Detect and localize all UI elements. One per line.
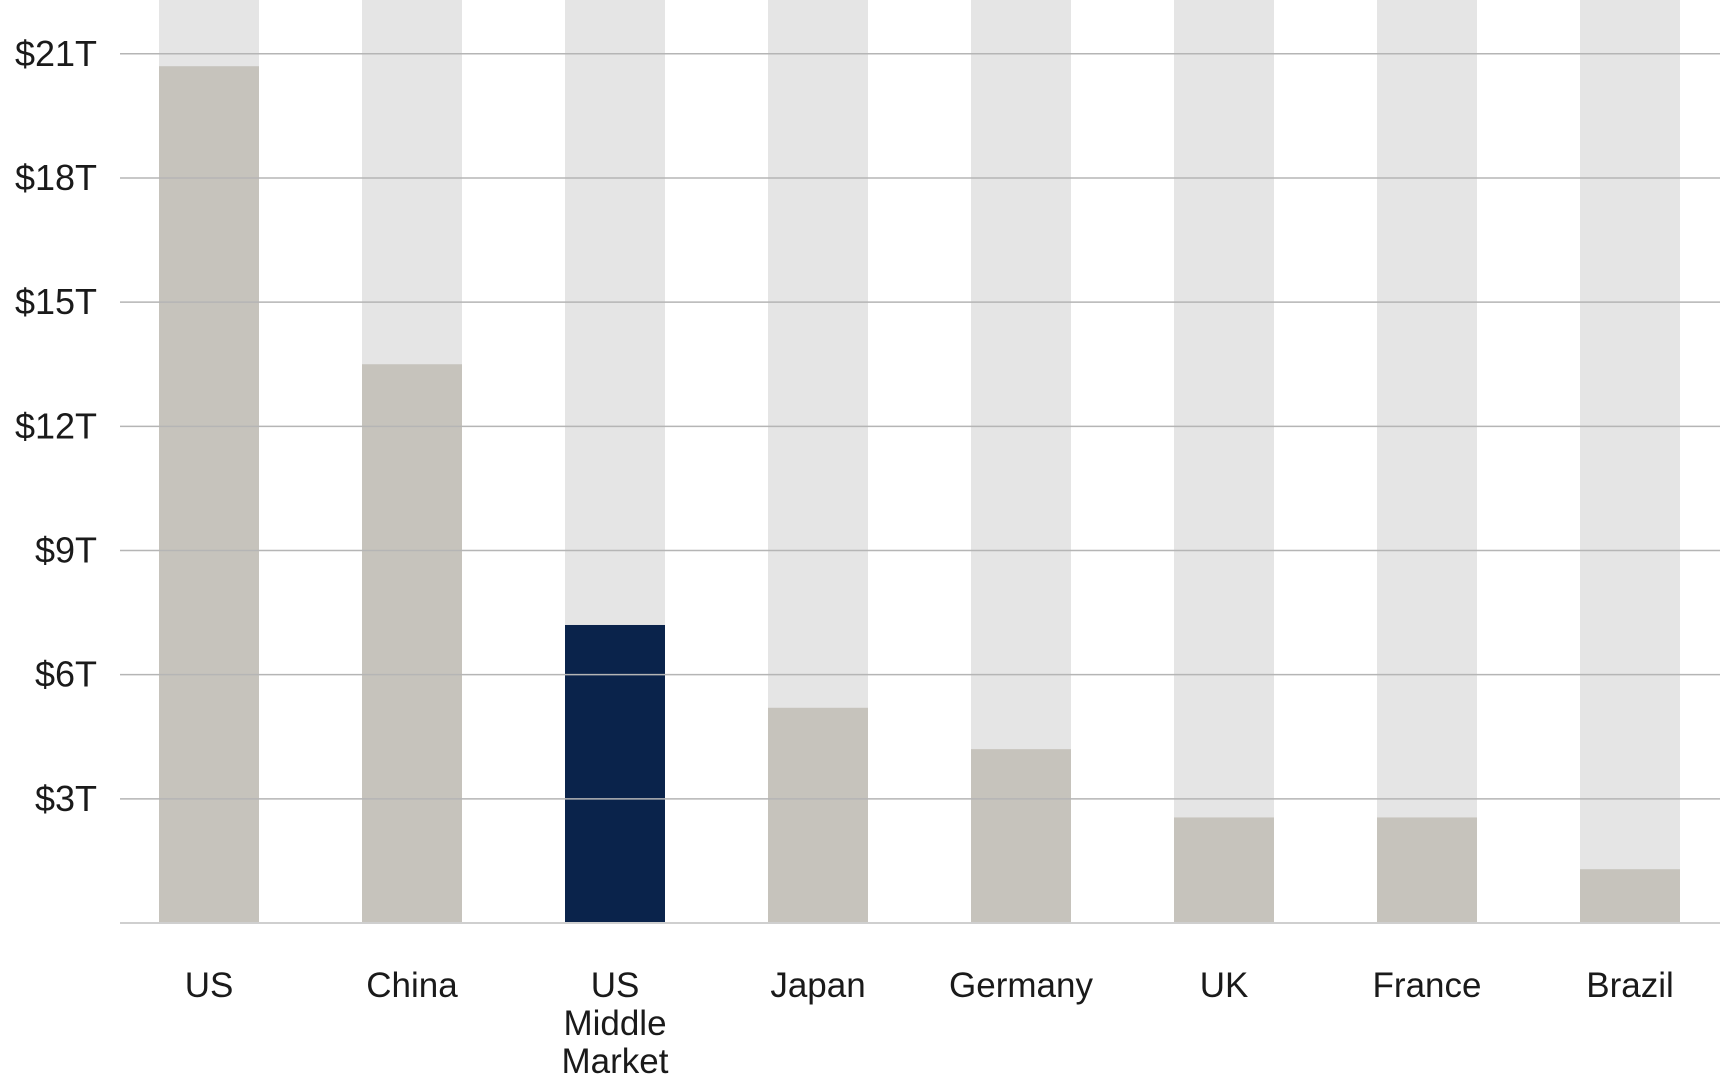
x-tick-label: Germany bbox=[949, 966, 1093, 1005]
y-tick-label: $6T bbox=[35, 654, 97, 695]
y-axis: $3T $6T $9T $12T $15T $18T $21T bbox=[15, 33, 97, 819]
y-tick-label: $18T bbox=[15, 157, 97, 198]
bar-france bbox=[1377, 817, 1477, 923]
x-tick-label: China bbox=[366, 966, 458, 1005]
gridlines bbox=[120, 53, 1720, 800]
x-tick-label: Brazil bbox=[1586, 966, 1674, 1005]
y-tick-label: $9T bbox=[35, 529, 97, 570]
bar-us-middle-market bbox=[565, 624, 665, 923]
x-axis: US China US Middle Market Japan Germany UK Franc… bbox=[120, 922, 1720, 1074]
track-brazil bbox=[1580, 0, 1680, 923]
x-tick-label: France bbox=[1373, 966, 1482, 1005]
bar-germany bbox=[971, 749, 1071, 923]
x-tick-label: UK bbox=[1200, 966, 1249, 1005]
y-tick-label: $15T bbox=[15, 281, 97, 322]
x-tick-label: US Middle Market bbox=[562, 966, 669, 1074]
track-france bbox=[1377, 0, 1477, 923]
bar-china bbox=[362, 364, 462, 924]
y-tick-label: $3T bbox=[35, 778, 97, 819]
x-tick-label: Japan bbox=[770, 966, 865, 1005]
bar-us bbox=[159, 66, 259, 923]
bar-brazil bbox=[1580, 869, 1680, 923]
bar-uk bbox=[1174, 817, 1274, 923]
y-tick-label: $12T bbox=[15, 405, 97, 446]
track-uk bbox=[1174, 0, 1274, 923]
x-tick-label: US bbox=[185, 966, 234, 1005]
bar-japan bbox=[768, 707, 868, 923]
y-tick-label: $21T bbox=[15, 33, 97, 74]
